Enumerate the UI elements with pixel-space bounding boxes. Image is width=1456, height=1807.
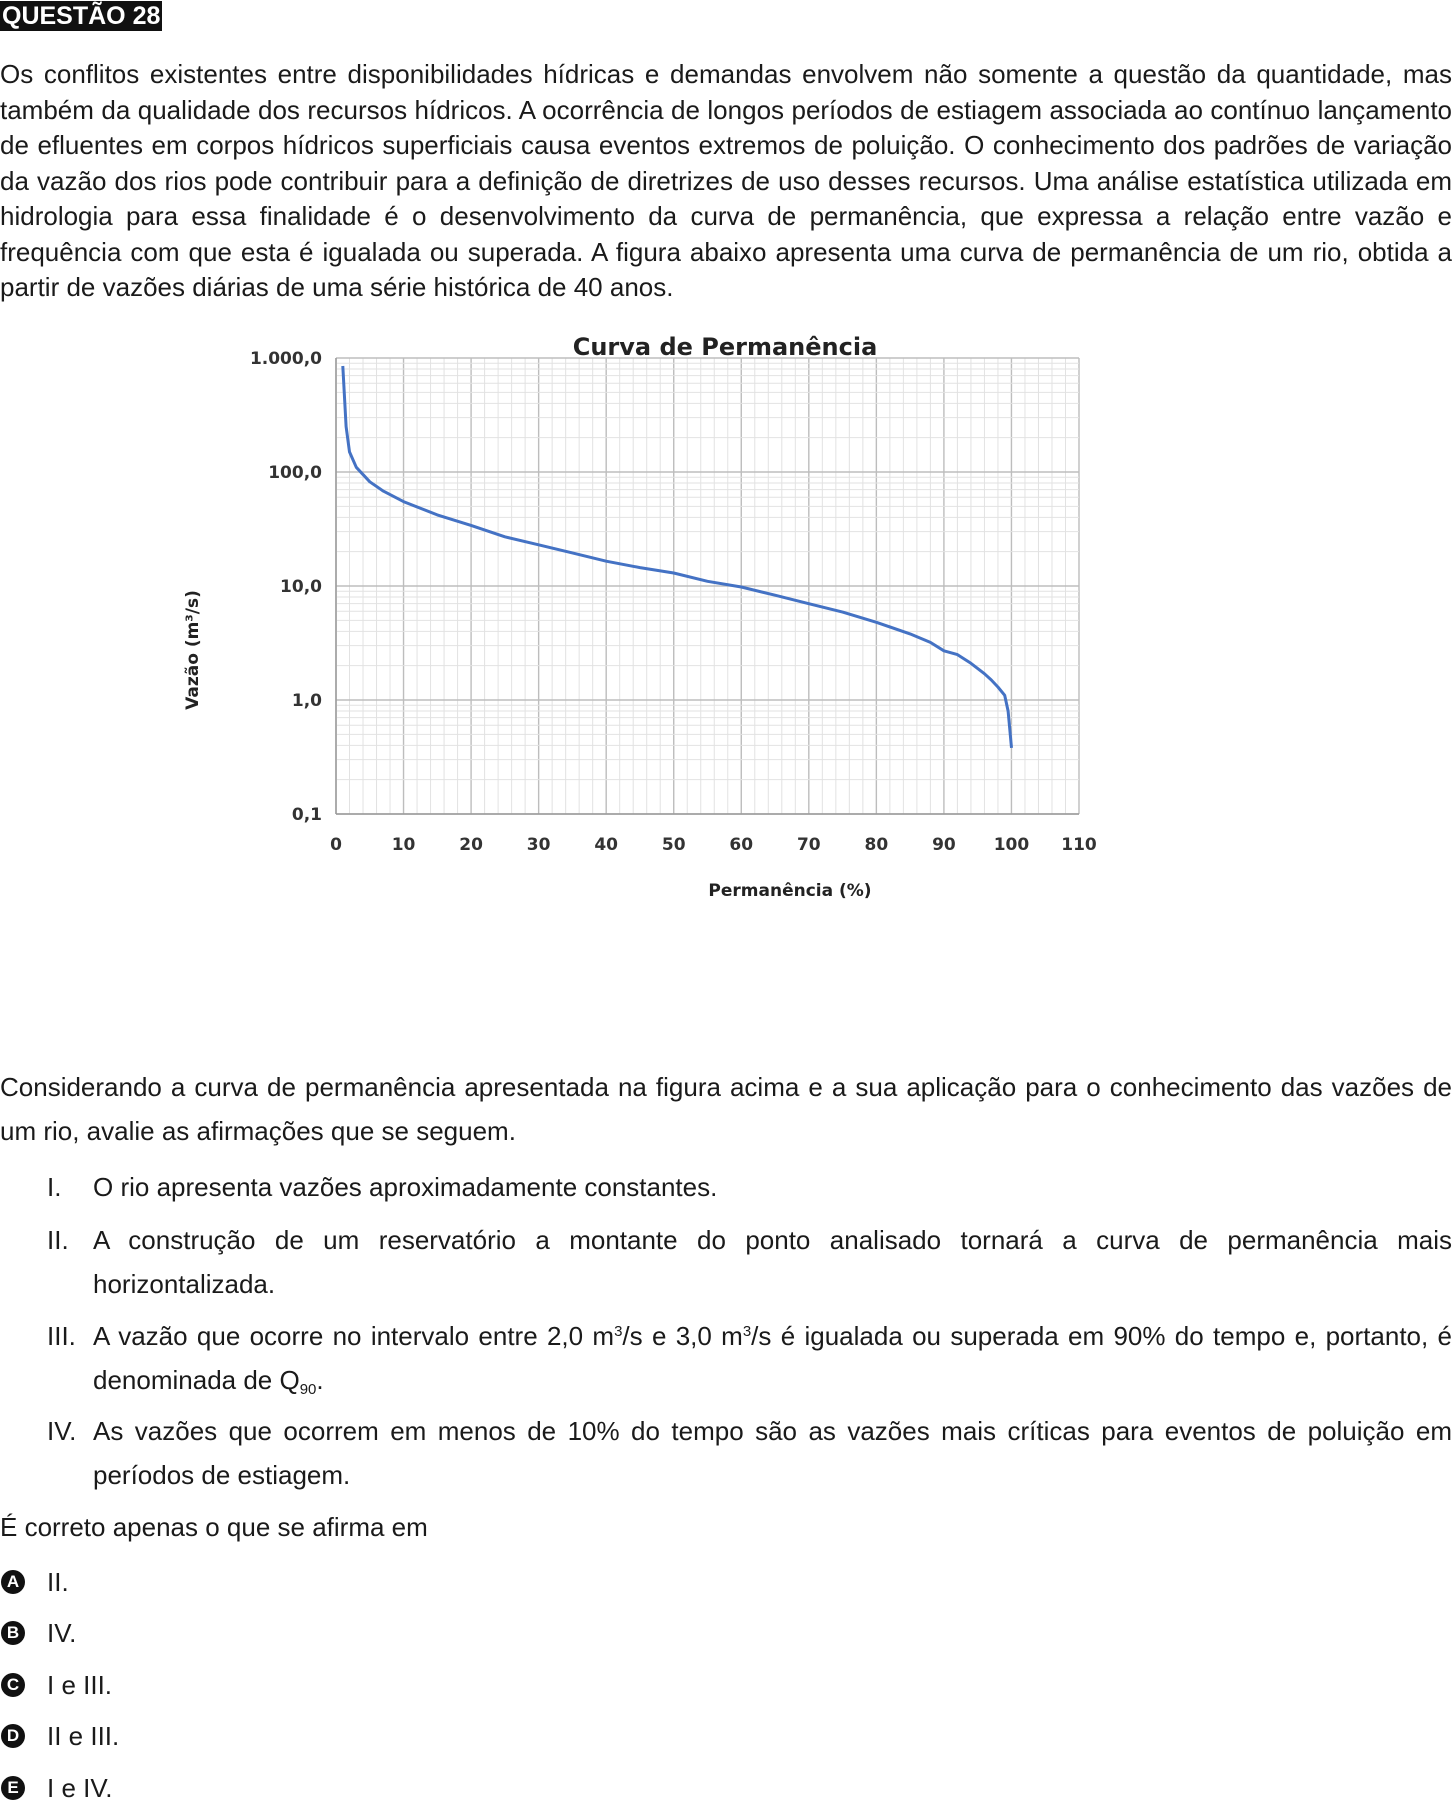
statement-text: O rio apresenta vazões aproximadamente c… [93, 1172, 718, 1202]
superscript: 3 [614, 1323, 623, 1340]
x-tick-label: 20 [459, 835, 483, 855]
x-tick-label: 40 [594, 835, 618, 855]
question-number-label: QUESTÃO 28 [0, 1, 163, 31]
option-letter-badge: C [1, 1673, 25, 1697]
option-text: I e III. [47, 1670, 113, 1700]
statement-number: III. [47, 1321, 76, 1351]
x-tick-label: 90 [932, 835, 956, 855]
statement-text-part: /s é igualada ou superada em 90% do temp… [93, 1321, 1452, 1395]
prompt-paragraph: Considerando a curva de permanência apre… [0, 1072, 1452, 1146]
y-axis-label: Vazão (m³/s) [183, 590, 203, 710]
option-text: I e IV. [47, 1773, 113, 1803]
y-tick-label: 1,0 [292, 691, 322, 711]
x-axis-label: Permanência (%) [708, 881, 871, 901]
x-tick-label: 0 [330, 835, 342, 855]
superscript: 3 [742, 1323, 752, 1340]
question-stem: É correto apenas o que se afirma em [0, 1512, 428, 1542]
y-tick-label: 1.000,0 [250, 349, 322, 369]
x-tick-label: 30 [527, 835, 551, 855]
option-text: II. [47, 1567, 69, 1597]
statement-text-part: /s e 3,0 m [622, 1321, 743, 1351]
x-tick-label: 60 [729, 835, 753, 855]
x-tick-label: 70 [797, 835, 821, 855]
x-tick-label: 80 [865, 835, 889, 855]
y-tick-label: 100,0 [268, 463, 322, 483]
chart-title: Curva de Permanência [573, 333, 878, 361]
x-tick-label: 10 [392, 835, 416, 855]
statement-text: As vazões que ocorrem em menos de 10% do… [93, 1416, 1452, 1490]
y-tick-label: 0,1 [292, 805, 322, 825]
option-text: II e III. [47, 1721, 120, 1751]
x-tick-label: 100 [994, 835, 1030, 855]
statement-text-part: . [316, 1364, 324, 1395]
option-text: IV. [47, 1618, 77, 1648]
statement-text: A vazão que ocorre no intervalo entre 2,… [93, 1315, 1452, 1402]
option-letter-badge: A [1, 1570, 25, 1594]
x-tick-label: 110 [1061, 835, 1097, 855]
intro-paragraph: Os conflitos existentes entre disponibil… [0, 59, 1452, 302]
statement-number: IV. [47, 1416, 77, 1446]
statement-number: I. [47, 1172, 62, 1202]
flow-duration-chart: Curva de Permanência 0,1 1,0 10,0 100,0 1.00… [160, 325, 1280, 915]
option-letter-badge: D [1, 1724, 25, 1748]
flow-duration-curve [341, 365, 1013, 749]
statement-number: II. [47, 1225, 69, 1255]
subscript: 90 [299, 1380, 317, 1398]
statement-text-part: A vazão que ocorre no intervalo entre 2,… [93, 1321, 615, 1351]
option-letter-badge: E [1, 1776, 25, 1800]
statement-text: A construção de um reservatório a montan… [93, 1225, 1452, 1299]
option-letter-badge: B [1, 1621, 25, 1645]
x-tick-label: 50 [662, 835, 686, 855]
y-tick-label: 10,0 [280, 577, 322, 597]
